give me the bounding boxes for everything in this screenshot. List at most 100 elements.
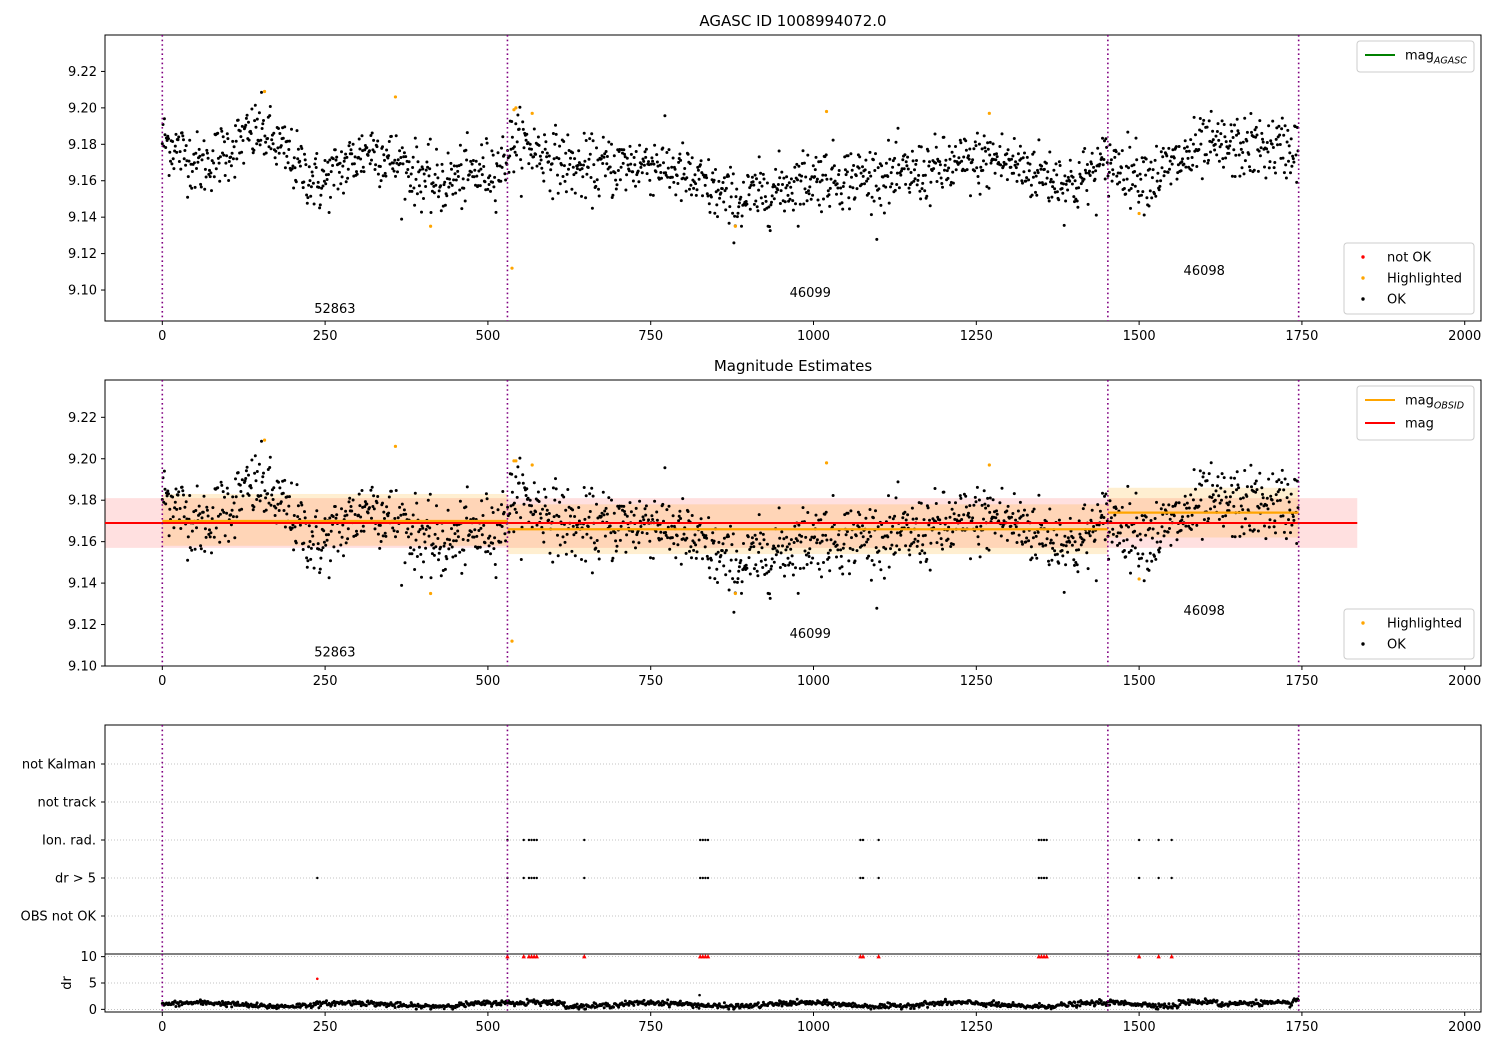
ok-point <box>326 160 330 164</box>
ok-point <box>1022 530 1026 533</box>
ok-point <box>544 495 548 499</box>
ok-point <box>918 552 922 556</box>
ok-point <box>529 510 533 514</box>
category-label: not Kalman <box>22 758 96 773</box>
ok-point <box>938 160 942 164</box>
y-axis-label: dr <box>60 976 75 990</box>
ok-point <box>171 140 175 143</box>
dr-point <box>926 1005 930 1009</box>
dr-point <box>1215 999 1219 1003</box>
ok-point <box>889 171 893 175</box>
ok-point <box>430 189 434 193</box>
ok-point <box>465 131 469 135</box>
ok-point <box>869 174 873 178</box>
ok-point <box>586 525 590 529</box>
ok-point <box>1140 193 1143 197</box>
ok-point <box>427 174 431 178</box>
ok-point <box>180 485 184 489</box>
ok-point <box>485 497 489 501</box>
ok-point <box>554 477 557 481</box>
ok-point <box>941 185 944 189</box>
ok-point <box>508 154 512 158</box>
ok-point <box>177 490 181 494</box>
ok-point <box>464 505 468 509</box>
ok-point <box>325 178 329 181</box>
ok-point <box>731 211 735 215</box>
ok-point <box>475 174 479 178</box>
ok-point <box>791 208 795 212</box>
ok-point <box>551 486 555 490</box>
ok-point <box>861 524 864 528</box>
ok-point <box>463 563 467 567</box>
ok-point <box>1048 150 1052 154</box>
ok-point <box>314 525 318 529</box>
ok-point <box>522 146 526 150</box>
ok-point <box>641 157 645 161</box>
dr-point <box>236 1000 240 1004</box>
ok-point <box>257 111 261 115</box>
ok-point <box>1277 478 1281 482</box>
ok-point <box>426 142 430 146</box>
ok-point <box>824 153 828 157</box>
ok-point <box>436 537 440 540</box>
legend-label: Highlighted <box>1387 272 1462 287</box>
ok-point <box>592 541 596 545</box>
ok-point <box>1096 503 1100 507</box>
ok-point <box>765 181 769 185</box>
dr-point <box>594 1002 598 1006</box>
ok-point <box>748 186 752 190</box>
ok-point <box>219 127 223 131</box>
ok-point <box>288 495 291 499</box>
ok-point <box>666 175 670 179</box>
ok-point <box>305 201 309 205</box>
ok-point <box>907 548 911 552</box>
ok-point <box>411 155 415 159</box>
ok-point <box>389 134 393 138</box>
ok-point <box>1122 549 1126 552</box>
ok-point <box>737 205 741 209</box>
ok-point <box>1124 192 1128 196</box>
ok-point <box>1021 181 1024 185</box>
ok-point <box>500 525 504 528</box>
ok-point <box>783 209 786 213</box>
ok-point <box>520 166 524 170</box>
ok-point <box>432 191 436 195</box>
ok-point <box>491 511 495 514</box>
ok-point <box>1054 162 1058 166</box>
ok-point <box>698 163 702 167</box>
ok-point <box>744 200 748 203</box>
highlighted-point <box>733 591 737 596</box>
ok-point <box>1283 477 1287 481</box>
ok-point <box>609 171 613 175</box>
ok-point <box>701 557 704 561</box>
ok-point <box>949 545 953 548</box>
dr-point <box>225 1005 229 1009</box>
ok-point <box>302 541 306 545</box>
dr-point <box>909 1007 913 1010</box>
ok-point <box>705 176 709 180</box>
ok-point <box>271 142 275 146</box>
ok-point <box>329 195 332 199</box>
ok-point <box>394 134 398 138</box>
ok-point <box>552 157 556 161</box>
ok-point <box>205 508 209 512</box>
ok-point <box>1295 542 1299 545</box>
ok-point <box>1083 168 1087 172</box>
ok-point <box>233 175 237 179</box>
ok-point <box>1148 551 1152 555</box>
ok-point <box>735 187 739 191</box>
flag-point <box>701 838 705 842</box>
ok-point <box>1070 543 1074 547</box>
ok-point <box>748 548 752 551</box>
ok-point <box>957 156 961 160</box>
ok-point <box>861 174 865 178</box>
highlighted-point <box>530 111 534 115</box>
ok-point <box>293 166 297 170</box>
dr-point <box>832 1005 836 1009</box>
flag-point <box>706 838 710 842</box>
ok-point <box>538 162 542 166</box>
ok-point <box>216 514 220 518</box>
ok-point <box>753 533 757 537</box>
ok-point <box>1261 140 1265 144</box>
ok-point <box>543 487 546 491</box>
